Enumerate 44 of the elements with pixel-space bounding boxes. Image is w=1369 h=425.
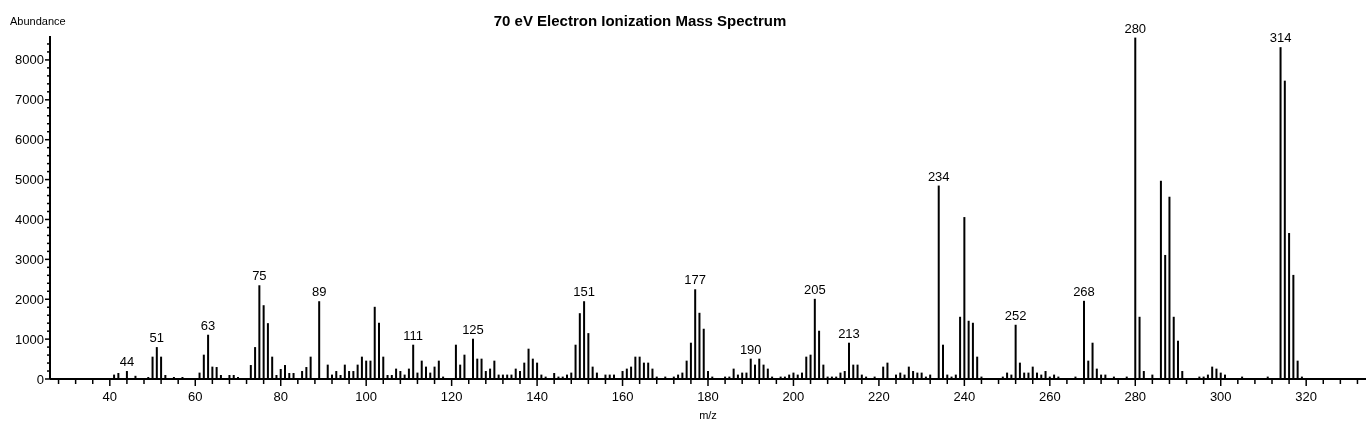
x-tick-label: 160 bbox=[611, 389, 634, 404]
y-tick-label: 2000 bbox=[15, 291, 44, 307]
annotation: 314 bbox=[1269, 30, 1292, 46]
annotation: 268 bbox=[1073, 283, 1095, 299]
y-tick-label: 8000 bbox=[15, 52, 44, 68]
annotation: 89 bbox=[311, 284, 327, 300]
x-tick-label: 240 bbox=[953, 389, 976, 404]
x-tick-label: 260 bbox=[1038, 389, 1061, 404]
x-tick-label: 40 bbox=[102, 389, 118, 404]
annotation: 252 bbox=[1004, 307, 1027, 323]
annotation: 111 bbox=[403, 327, 424, 343]
y-tick-label: 5000 bbox=[15, 172, 44, 188]
annotation: 205 bbox=[803, 281, 826, 297]
x-tick-label: 60 bbox=[188, 389, 203, 404]
y-tick-label: 1000 bbox=[15, 331, 44, 347]
x-tick-label: 120 bbox=[440, 389, 463, 404]
x-tick-label: 320 bbox=[1295, 389, 1318, 404]
annotation: 151 bbox=[573, 284, 595, 300]
x-tick-label: 140 bbox=[526, 389, 548, 404]
x-tick-label: 80 bbox=[273, 389, 288, 404]
x-axis-title: m/z bbox=[699, 409, 717, 421]
x-tick-label: 220 bbox=[868, 389, 890, 404]
annotation: 234 bbox=[927, 168, 950, 184]
annotation: 125 bbox=[462, 321, 484, 337]
y-tick-label: 3000 bbox=[15, 251, 44, 267]
y-tick-label: 4000 bbox=[15, 212, 44, 228]
x-tick-label: 300 bbox=[1209, 389, 1232, 404]
annotation: 213 bbox=[838, 325, 860, 341]
annotation: 51 bbox=[149, 330, 165, 346]
y-tick-label: 0 bbox=[36, 371, 44, 387]
annotation: 75 bbox=[252, 268, 267, 284]
annotation: 190 bbox=[739, 341, 762, 357]
annotation: 280 bbox=[1124, 20, 1147, 36]
y-tick-label: 6000 bbox=[15, 132, 44, 148]
x-tick-label: 200 bbox=[782, 389, 805, 404]
chart-title: 70 eV Electron Ionization Mass Spectrum bbox=[493, 12, 787, 29]
annotation: 44 bbox=[119, 354, 135, 370]
x-tick-label: 280 bbox=[1124, 389, 1147, 404]
y-axis-title: Abundance bbox=[10, 15, 66, 27]
x-tick-label: 180 bbox=[697, 389, 719, 404]
annotation: 177 bbox=[684, 272, 707, 288]
y-tick-label: 7000 bbox=[15, 92, 44, 108]
annotation: 63 bbox=[200, 317, 216, 333]
x-tick-label: 100 bbox=[355, 389, 378, 404]
